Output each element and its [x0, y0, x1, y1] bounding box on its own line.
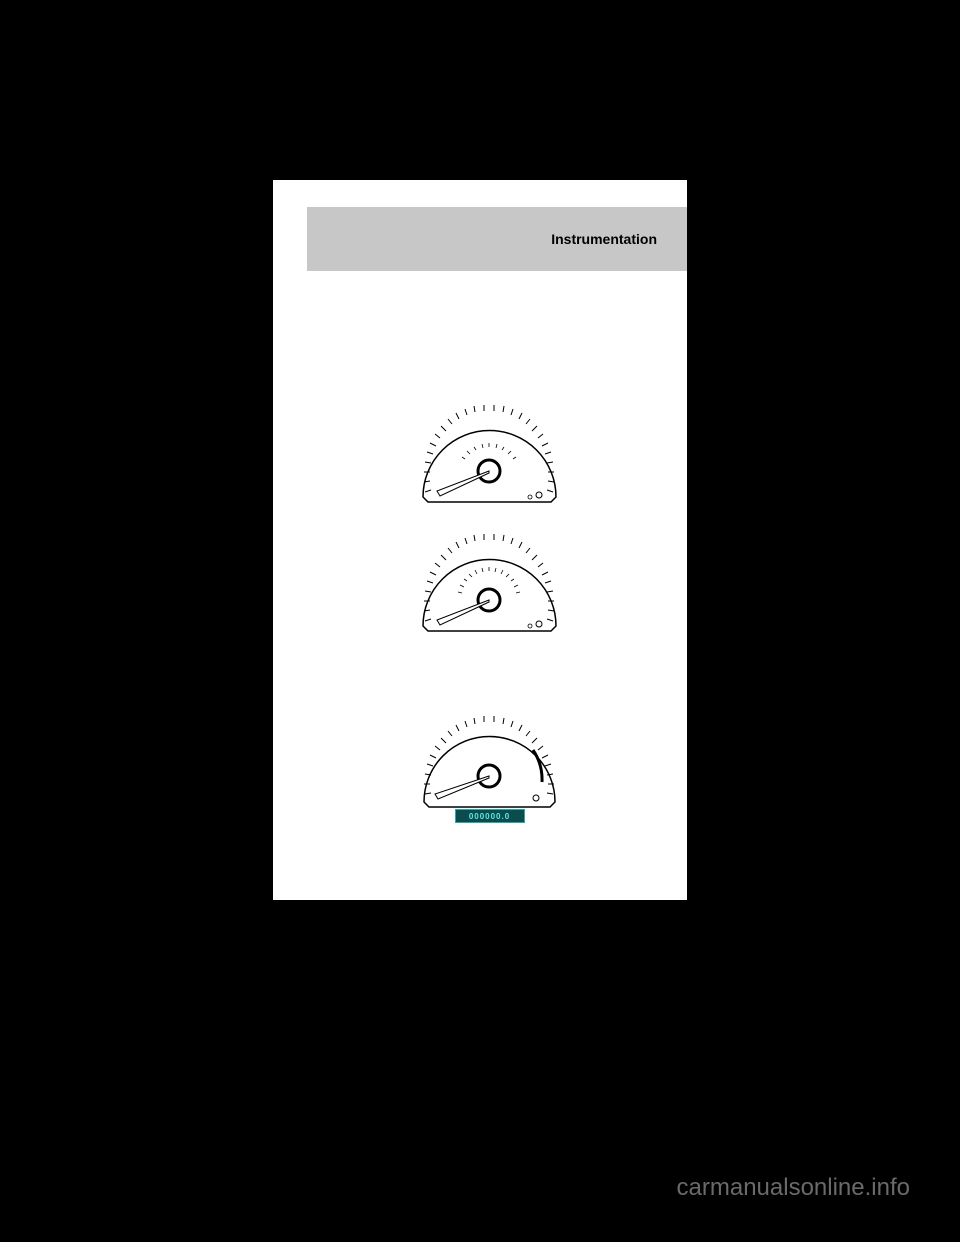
gauge-icon	[413, 397, 566, 510]
tachometer-gauge: 000000.0	[413, 704, 566, 824]
odometer-value: 000000.0	[469, 812, 510, 821]
gauge-icon	[413, 704, 566, 817]
watermark-text: carmanualsonline.info	[677, 1174, 910, 1202]
speedometer-gauge-2	[413, 526, 566, 646]
header-band: Instrumentation	[307, 207, 687, 271]
speedometer-gauge-1	[413, 397, 566, 517]
gauge-icon	[413, 526, 566, 639]
odometer-display: 000000.0	[455, 809, 525, 823]
page-title: Instrumentation	[551, 231, 657, 247]
manual-page: Instrumentation	[273, 180, 687, 900]
